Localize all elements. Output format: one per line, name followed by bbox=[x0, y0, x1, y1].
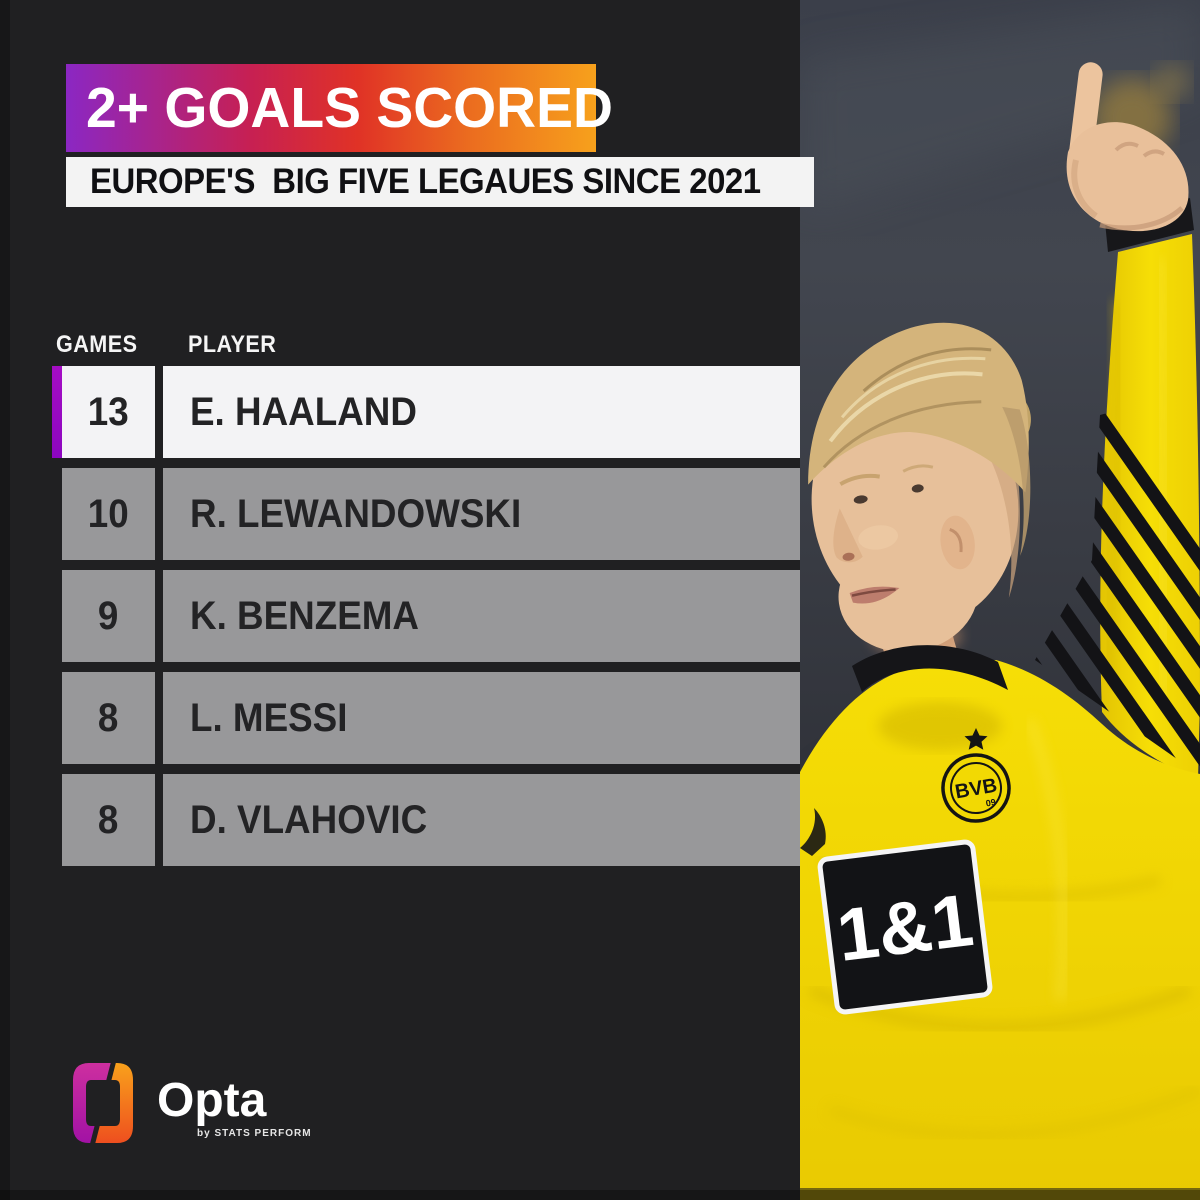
accent-bar-empty bbox=[52, 468, 62, 560]
table-row: 13 E. HAALAND bbox=[52, 366, 800, 458]
sponsor-patch: 1&1 bbox=[817, 839, 993, 1015]
opta-logo-text: Opta bbox=[157, 1074, 267, 1127]
games-cell: 8 bbox=[62, 774, 155, 866]
highlight-accent-bar bbox=[52, 366, 62, 458]
page-title: 2+ GOALS SCORED bbox=[86, 76, 613, 140]
cell-gap bbox=[155, 570, 163, 662]
cell-gap bbox=[155, 468, 163, 560]
champion-star bbox=[964, 728, 988, 750]
bottom-edge-shade bbox=[0, 1190, 1200, 1200]
opta-branding: Opta by STATS PERFORM bbox=[73, 1063, 312, 1143]
table-row: 8 D. VLAHOVIC bbox=[52, 774, 800, 866]
cell-gap bbox=[155, 672, 163, 764]
player-name: R. LEWANDOWSKI bbox=[190, 491, 522, 536]
title-banner: 2+ GOALS SCORED bbox=[66, 64, 613, 152]
undercut bbox=[1002, 406, 1031, 556]
player-name: K. BENZEMA bbox=[190, 593, 419, 638]
games-cell: 13 bbox=[62, 366, 155, 458]
opta-tagline: by STATS PERFORM bbox=[197, 1128, 312, 1139]
pointing-hand bbox=[1066, 62, 1189, 232]
games-cell: 9 bbox=[62, 570, 155, 662]
player-cell: R. LEWANDOWSKI bbox=[163, 468, 800, 560]
games-value: 13 bbox=[88, 389, 129, 434]
cell-gap bbox=[155, 366, 163, 458]
puma-logo bbox=[800, 808, 826, 856]
games-cell: 10 bbox=[62, 468, 155, 560]
player-cell: L. MESSI bbox=[163, 672, 800, 764]
table-row: 8 L. MESSI bbox=[52, 672, 800, 764]
column-header-player: PLAYER bbox=[188, 331, 277, 358]
player-name: L. MESSI bbox=[190, 695, 348, 740]
column-header-games: GAMES bbox=[56, 331, 138, 358]
table-row: 9 K. BENZEMA bbox=[52, 570, 800, 662]
table-row: 10 R. LEWANDOWSKI bbox=[52, 468, 800, 560]
stats-table: 13 E. HAALAND 10 R. LEWANDOWSKI 9 K. BEN… bbox=[52, 366, 800, 866]
player-cell: D. VLAHOVIC bbox=[163, 774, 800, 866]
face bbox=[833, 464, 934, 604]
accent-bar-empty bbox=[52, 774, 62, 866]
bvb-badge: BVB 09 bbox=[941, 753, 1011, 823]
accent-bar-empty bbox=[52, 672, 62, 764]
player-name: E. HAALAND bbox=[190, 389, 417, 434]
bvb-badge-number: 09 bbox=[985, 797, 997, 809]
opta-logo-icon bbox=[73, 1063, 133, 1143]
accent-bar-empty bbox=[52, 570, 62, 662]
player-photo: BVB 09 1&1 bbox=[800, 0, 1200, 1200]
games-value: 9 bbox=[98, 593, 119, 638]
subtitle-banner: EUROPE'S BIG FIVE LEGAUES SINCE 2021 bbox=[66, 157, 814, 207]
photo-bottom-strip bbox=[800, 1188, 1200, 1200]
page-subtitle: EUROPE'S BIG FIVE LEGAUES SINCE 2021 bbox=[90, 162, 761, 201]
games-cell: 8 bbox=[62, 672, 155, 764]
left-edge-shade bbox=[0, 0, 10, 1200]
player-head bbox=[808, 322, 1031, 653]
hair bbox=[808, 322, 1031, 556]
opta-wordmark: Opta by STATS PERFORM bbox=[157, 1063, 312, 1140]
games-value: 10 bbox=[88, 491, 129, 536]
games-value: 8 bbox=[98, 797, 119, 842]
player-photo-svg: BVB 09 1&1 bbox=[800, 0, 1200, 1200]
player-cell: K. BENZEMA bbox=[163, 570, 800, 662]
ear bbox=[940, 515, 975, 570]
games-value: 8 bbox=[98, 695, 119, 740]
player-name: D. VLAHOVIC bbox=[190, 797, 428, 842]
collar bbox=[852, 645, 1008, 692]
player-cell: E. HAALAND bbox=[163, 366, 800, 458]
sponsor-text: 1&1 bbox=[833, 878, 978, 977]
cell-gap bbox=[155, 774, 163, 866]
